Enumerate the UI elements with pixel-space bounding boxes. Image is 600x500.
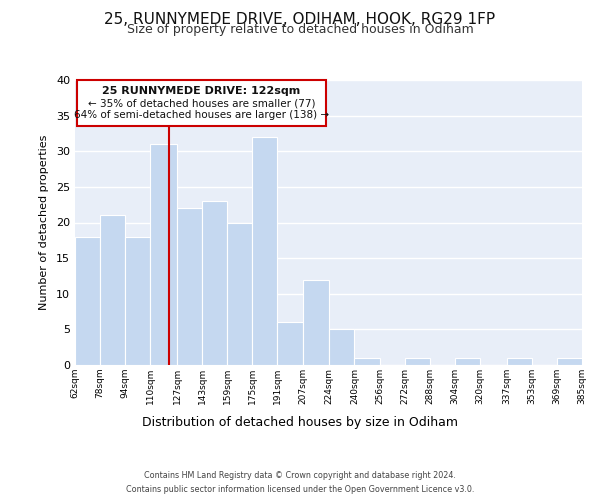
Bar (455, 358, 480, 365)
Bar (125, 237, 151, 365)
Bar (177, 208, 202, 365)
Bar (151, 144, 177, 365)
Bar (404, 358, 430, 365)
Bar (277, 322, 302, 365)
Bar (355, 358, 380, 365)
Text: Contains HM Land Registry data © Crown copyright and database right 2024.
Contai: Contains HM Land Registry data © Crown c… (126, 472, 474, 494)
Bar (100, 216, 125, 365)
Text: Distribution of detached houses by size in Odiham: Distribution of detached houses by size … (142, 416, 458, 429)
FancyBboxPatch shape (77, 80, 326, 126)
Text: ← 35% of detached houses are smaller (77): ← 35% of detached houses are smaller (77… (88, 98, 315, 108)
Bar (302, 280, 329, 365)
Bar (75, 237, 100, 365)
Text: 25 RUNNYMEDE DRIVE: 122sqm: 25 RUNNYMEDE DRIVE: 122sqm (102, 86, 301, 96)
Y-axis label: Number of detached properties: Number of detached properties (39, 135, 49, 310)
Bar (329, 330, 355, 365)
Bar (227, 222, 253, 365)
Bar (253, 137, 277, 365)
Text: 64% of semi-detached houses are larger (138) →: 64% of semi-detached houses are larger (… (74, 110, 329, 120)
Bar (202, 201, 227, 365)
Text: 25, RUNNYMEDE DRIVE, ODIHAM, HOOK, RG29 1FP: 25, RUNNYMEDE DRIVE, ODIHAM, HOOK, RG29 … (104, 12, 496, 28)
Bar (557, 358, 582, 365)
Bar (506, 358, 532, 365)
Text: Size of property relative to detached houses in Odiham: Size of property relative to detached ho… (127, 24, 473, 36)
